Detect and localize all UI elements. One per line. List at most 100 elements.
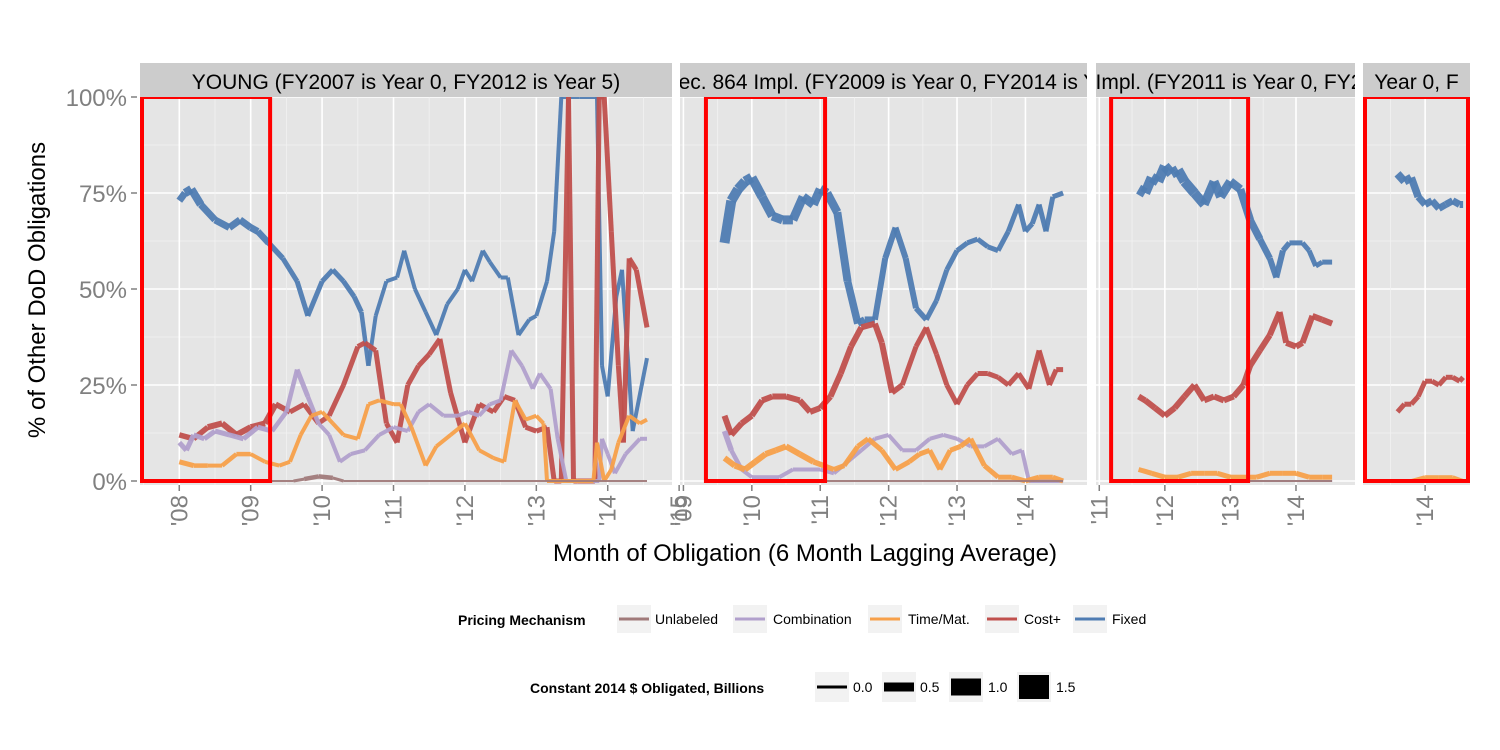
series-segment	[1415, 194, 1428, 207]
legend-item-fixed: Fixed	[1073, 605, 1146, 633]
series-segment	[1295, 470, 1310, 480]
series-segment	[516, 318, 531, 337]
series-segment	[954, 383, 970, 406]
x-tick-label: '10	[309, 495, 336, 526]
series-segment	[983, 437, 1000, 449]
series-segment	[534, 280, 549, 317]
series-segment	[520, 364, 535, 390]
series-segment	[455, 269, 467, 290]
series-segment	[1180, 178, 1199, 197]
series-segment	[184, 433, 196, 452]
series-segment	[294, 368, 311, 398]
series-combination	[177, 349, 647, 483]
series-segment	[595, 442, 607, 482]
series-segment	[1423, 197, 1434, 208]
x-tick-label: '14	[1283, 495, 1310, 526]
series-segment	[373, 280, 389, 317]
series-segment	[929, 432, 944, 441]
series-segment	[198, 202, 218, 223]
series-segment	[534, 414, 545, 425]
series-segment	[1036, 349, 1052, 386]
series-segment	[1306, 249, 1318, 267]
series-segment	[812, 459, 825, 469]
legend-label: Combination	[773, 611, 852, 627]
series-segment	[398, 403, 414, 429]
series-segment	[976, 237, 990, 249]
series-segment	[1311, 313, 1324, 323]
series-segment	[182, 185, 194, 197]
series-segment	[489, 398, 502, 407]
series-segment	[202, 429, 217, 441]
series-segment	[363, 433, 381, 452]
series-segment	[457, 410, 470, 418]
series-time-mat	[178, 398, 648, 483]
legend-label: Unlabeled	[655, 611, 718, 627]
series-segment	[1429, 198, 1442, 211]
series-segment	[341, 279, 357, 299]
series-segment	[726, 186, 743, 204]
series-segment	[934, 353, 950, 386]
series-segment	[1051, 190, 1064, 200]
series-segment	[505, 277, 521, 336]
series-segment	[187, 187, 205, 207]
panel-strip: DoDI 5000.02 Impl. (FY2011 is Year 0, FY…	[1096, 63, 1355, 97]
series-cost	[721, 320, 1064, 437]
series-segment	[955, 240, 969, 253]
series-segment	[241, 425, 260, 441]
series-segment	[359, 311, 371, 367]
series-segment	[785, 393, 801, 404]
series-segment	[1016, 203, 1028, 233]
series-segment	[778, 467, 794, 479]
series-segment	[1415, 380, 1428, 398]
series-segment	[1191, 383, 1207, 403]
series-segment	[600, 438, 610, 455]
series-segment	[566, 96, 576, 482]
series-segment	[924, 299, 939, 321]
series-segment	[729, 421, 744, 437]
series-fixed	[1136, 162, 1333, 279]
panel-strip: DAA Sec. 864 Impl. (FY2009 is Year 0, FY…	[680, 63, 1087, 97]
series-segment	[616, 414, 632, 444]
series-segment	[435, 433, 452, 448]
series-segment	[843, 280, 862, 325]
series-segment	[467, 410, 480, 418]
chart-panels: YOUNG (FY2007 is Year 0, FY2012 is Year …	[140, 63, 1470, 526]
series-segment	[548, 388, 560, 440]
series-segment	[633, 269, 650, 328]
legend-pricing-mechanism: Pricing Mechanism Unlabeled Combination Tim…	[458, 605, 1146, 633]
legend-size-item: 0.0	[815, 672, 873, 702]
series-segment	[249, 224, 260, 235]
series-segment	[477, 402, 492, 418]
series-segment	[528, 314, 538, 322]
series-segment	[986, 244, 999, 253]
series-segment	[488, 260, 503, 279]
y-axis-title: % of Other DoD Obligations	[24, 142, 51, 438]
series-segment	[887, 433, 904, 452]
series-segment	[423, 445, 439, 467]
series-segment	[350, 448, 366, 457]
series-segment	[1299, 314, 1316, 344]
series-segment	[294, 280, 311, 317]
series-segment	[298, 414, 314, 436]
series-segment	[882, 226, 899, 260]
series-segment	[753, 451, 768, 465]
x-tick-label: '13	[1217, 495, 1244, 526]
series-segment	[363, 340, 378, 353]
series-segment	[524, 413, 537, 422]
series-segment	[968, 437, 987, 467]
series-segment	[866, 436, 884, 453]
series-segment	[860, 320, 876, 331]
series-segment	[214, 428, 230, 438]
series-segment	[538, 372, 553, 390]
series-segment	[739, 413, 754, 426]
x-tick-label: '09	[238, 495, 265, 526]
series-cost	[178, 94, 650, 484]
series-segment	[774, 443, 788, 454]
series-segment	[797, 398, 813, 414]
series-segment	[227, 217, 243, 231]
series-segment	[378, 425, 395, 437]
series-segment	[1407, 176, 1422, 199]
series-segment	[996, 437, 1014, 456]
series-segment	[1177, 470, 1192, 480]
series-segment	[1246, 218, 1264, 241]
